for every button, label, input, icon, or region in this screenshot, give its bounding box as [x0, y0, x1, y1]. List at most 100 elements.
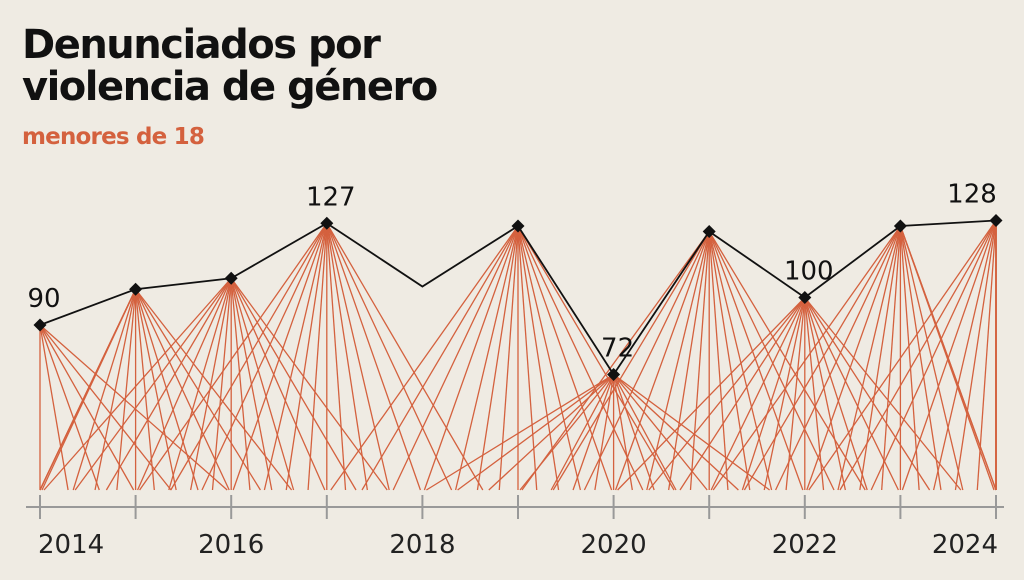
ray-line: [361, 225, 519, 491]
x-tick-label: 2020: [581, 530, 647, 560]
ray-line: [39, 324, 100, 491]
ray-line: [679, 297, 806, 491]
ray-line: [74, 277, 232, 491]
ray-line: [263, 223, 328, 491]
chart-title: Denunciados por violencia de género: [22, 22, 438, 110]
ray-line: [646, 231, 710, 491]
ray-line: [230, 277, 326, 491]
data-label: 90: [27, 284, 60, 314]
x-tick-label: 2018: [389, 530, 455, 560]
ray-line: [808, 220, 997, 491]
ray-line: [583, 231, 710, 491]
ray-line: [741, 297, 806, 491]
ray-line: [954, 220, 997, 491]
ray-line: [41, 288, 137, 491]
ray-line: [39, 324, 135, 491]
ray-line: [168, 278, 232, 491]
ray-line: [170, 222, 328, 491]
ray-line: [326, 223, 347, 491]
data-marker: [33, 318, 47, 332]
ray-line: [839, 220, 997, 491]
ray-line: [326, 222, 453, 491]
ray-line: [612, 374, 655, 491]
data-marker: [129, 282, 143, 296]
x-axis: 2014 2016 2018 2020 2022 2024: [26, 495, 1004, 560]
ray-line: [230, 278, 251, 491]
x-tick-label: 2016: [198, 530, 264, 560]
ray-line: [517, 225, 582, 491]
chart-subtitle: menores de 18: [22, 124, 205, 150]
ray-line: [550, 374, 615, 491]
chart-title-line-2: violencia de género: [22, 64, 438, 110]
ray-line: [743, 225, 901, 491]
ray-line: [901, 220, 997, 491]
ray-line: [517, 225, 613, 491]
chart-title-line-1: Denunciados por: [22, 22, 381, 68]
ray-line: [804, 297, 962, 491]
data-marker: [798, 291, 812, 304]
ray-line: [330, 225, 519, 491]
x-tick-label: 2014: [38, 530, 104, 560]
data-marker: [893, 219, 907, 233]
ray-line: [134, 289, 177, 491]
ray-line: [230, 277, 357, 491]
ray-line: [667, 231, 710, 491]
ray-line: [804, 297, 825, 491]
ray-line: [232, 223, 328, 491]
ray-line: [105, 277, 232, 491]
ray-line: [870, 220, 997, 491]
ray-line: [521, 231, 710, 491]
ray-line: [326, 223, 369, 491]
ray-line: [613, 373, 770, 491]
data-marker: [989, 214, 1003, 227]
data-marker: [511, 219, 525, 233]
data-marker: [320, 216, 334, 230]
x-tick-label: 2024: [932, 530, 998, 560]
data-label: 127: [306, 182, 356, 212]
ray-line: [613, 374, 677, 491]
ray-line: [785, 297, 806, 491]
ray-line: [804, 297, 899, 491]
ray-line: [806, 225, 902, 491]
ray-line: [804, 297, 846, 491]
ray-line: [201, 222, 328, 491]
ray-line: [594, 374, 615, 491]
ray-line: [285, 223, 328, 491]
ray-line: [708, 231, 773, 491]
ray-line: [708, 231, 835, 491]
ray-line: [488, 374, 615, 491]
ray-line: [457, 373, 614, 491]
ray-line: [423, 225, 519, 491]
ray-line: [211, 278, 232, 491]
ray-line: [498, 225, 519, 491]
ray-line: [230, 278, 295, 491]
ray-line: [859, 225, 902, 491]
ray-line: [708, 231, 729, 491]
ray-line: [689, 231, 710, 491]
ray-line: [552, 231, 710, 491]
data-label: 100: [784, 257, 834, 287]
data-label: 72: [601, 334, 634, 364]
ray-line: [710, 297, 806, 491]
ray-line: [392, 225, 519, 491]
ray-line: [976, 220, 997, 491]
ray-line: [932, 220, 997, 491]
ray-line: [775, 225, 901, 491]
x-tick-label: 2022: [772, 530, 838, 560]
data-labels: 90 127 72 100 128: [27, 180, 996, 364]
data-marker: [224, 271, 238, 285]
ray-lines: [39, 220, 997, 491]
ray-line: [804, 297, 868, 491]
ray-line: [39, 324, 69, 491]
ray-line: [708, 231, 804, 491]
ray-line: [43, 277, 232, 491]
ray-line: [517, 225, 560, 491]
ray-line: [613, 374, 739, 491]
ray-line: [517, 225, 675, 491]
ray-line: [899, 225, 942, 491]
ray-line: [614, 231, 710, 491]
ray-line: [612, 374, 633, 491]
ray-line: [572, 374, 615, 491]
ray-line: [426, 373, 614, 491]
